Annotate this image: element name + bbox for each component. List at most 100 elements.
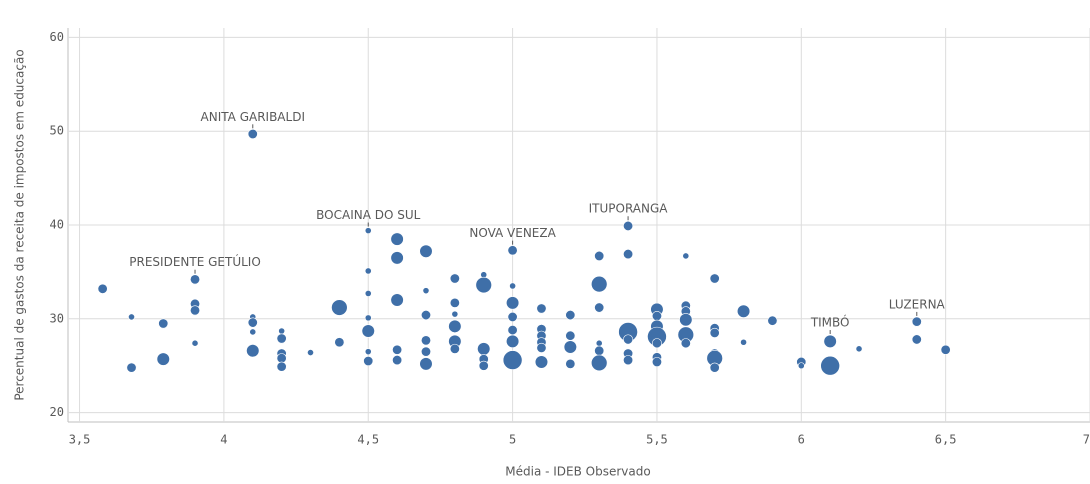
point-label: BOCAINA DO SUL [316, 208, 420, 222]
data-point [276, 361, 287, 372]
data-point [855, 345, 863, 353]
data-point [709, 327, 720, 338]
data-point [247, 129, 258, 140]
data-point [97, 283, 108, 294]
x-tick-label: 6,5 [935, 433, 957, 447]
point-label: LUZERNA [889, 297, 946, 311]
data-point [823, 334, 837, 348]
x-tick-label: 4,5 [357, 433, 379, 447]
data-point [507, 325, 518, 336]
data-point [477, 342, 491, 356]
data-point [158, 318, 169, 329]
data-point [623, 220, 634, 231]
data-point [390, 232, 404, 246]
data-point [422, 287, 430, 295]
data-point [507, 245, 518, 256]
data-point [591, 354, 608, 372]
data-point [475, 276, 492, 294]
data-point [128, 313, 135, 321]
data-point [246, 344, 260, 358]
data-point [680, 338, 691, 349]
data-point [507, 311, 518, 322]
x-axis-title: Média - IDEB Observado [505, 465, 650, 479]
data-point [334, 337, 345, 348]
data-point [307, 349, 314, 356]
data-point [449, 273, 460, 284]
x-tick-label: 7 [1083, 433, 1090, 447]
data-point [565, 358, 576, 369]
data-point [594, 250, 605, 261]
data-point [736, 304, 751, 318]
data-point [364, 314, 372, 322]
data-point [276, 353, 287, 364]
point-label: TIMBÓ [810, 315, 850, 330]
x-tick-label: 3,5 [69, 433, 91, 447]
data-point [364, 227, 372, 235]
data-point [797, 362, 805, 370]
data-point [278, 327, 286, 335]
data-point [451, 310, 459, 318]
data-point [247, 317, 258, 328]
data-point [594, 345, 605, 356]
data-point [363, 356, 374, 367]
data-point [190, 274, 201, 285]
data-point [565, 330, 576, 341]
data-point [420, 335, 431, 346]
y-tick-label: 20 [50, 405, 64, 419]
data-point [392, 344, 403, 355]
data-point [651, 310, 662, 321]
data-point [505, 334, 520, 348]
data-point [911, 316, 922, 327]
data-point [709, 273, 720, 284]
y-tick-label: 30 [50, 311, 64, 325]
point-label: ITUPORANGA [589, 202, 669, 216]
x-tick-label: 4 [220, 433, 227, 447]
data-point [190, 305, 201, 316]
data-point [390, 251, 404, 265]
data-point [191, 339, 199, 347]
data-point [563, 340, 577, 354]
data-point [390, 293, 404, 307]
data-point [534, 355, 549, 369]
data-point [331, 299, 348, 316]
data-point [536, 342, 547, 353]
y-tick-label: 60 [50, 30, 64, 44]
data-point [594, 302, 605, 313]
x-tick-label: 6 [798, 433, 805, 447]
data-point [767, 315, 778, 326]
data-point [420, 346, 431, 357]
data-point [623, 355, 634, 366]
data-point [449, 297, 460, 308]
data-point [679, 313, 693, 327]
data-point [392, 355, 403, 366]
data-point [478, 360, 489, 371]
data-point [361, 324, 375, 338]
data-point [940, 344, 951, 355]
data-point [420, 310, 431, 321]
data-point [595, 339, 603, 347]
data-point [536, 303, 547, 314]
point-label: PRESIDENTE GETÚLIO [129, 254, 261, 269]
data-point [740, 338, 747, 346]
y-tick-label: 50 [50, 124, 64, 138]
data-point [502, 350, 523, 370]
data-point [651, 338, 662, 349]
data-point [364, 290, 372, 297]
point-label: ANITA GARIBALDI [201, 110, 305, 124]
point-label: NOVA VENEZA [469, 226, 556, 240]
data-point [126, 362, 137, 373]
x-tick-label: 5,5 [646, 433, 668, 447]
data-point [364, 267, 372, 275]
data-point [651, 356, 662, 367]
data-point [591, 275, 608, 293]
data-point [623, 249, 634, 260]
data-point [509, 282, 516, 290]
data-point [419, 357, 433, 371]
data-point [820, 355, 840, 376]
x-tick-label: 5 [509, 433, 516, 447]
data-point [709, 362, 720, 373]
data-point [682, 252, 690, 260]
data-point [276, 333, 287, 344]
data-point [565, 310, 576, 321]
